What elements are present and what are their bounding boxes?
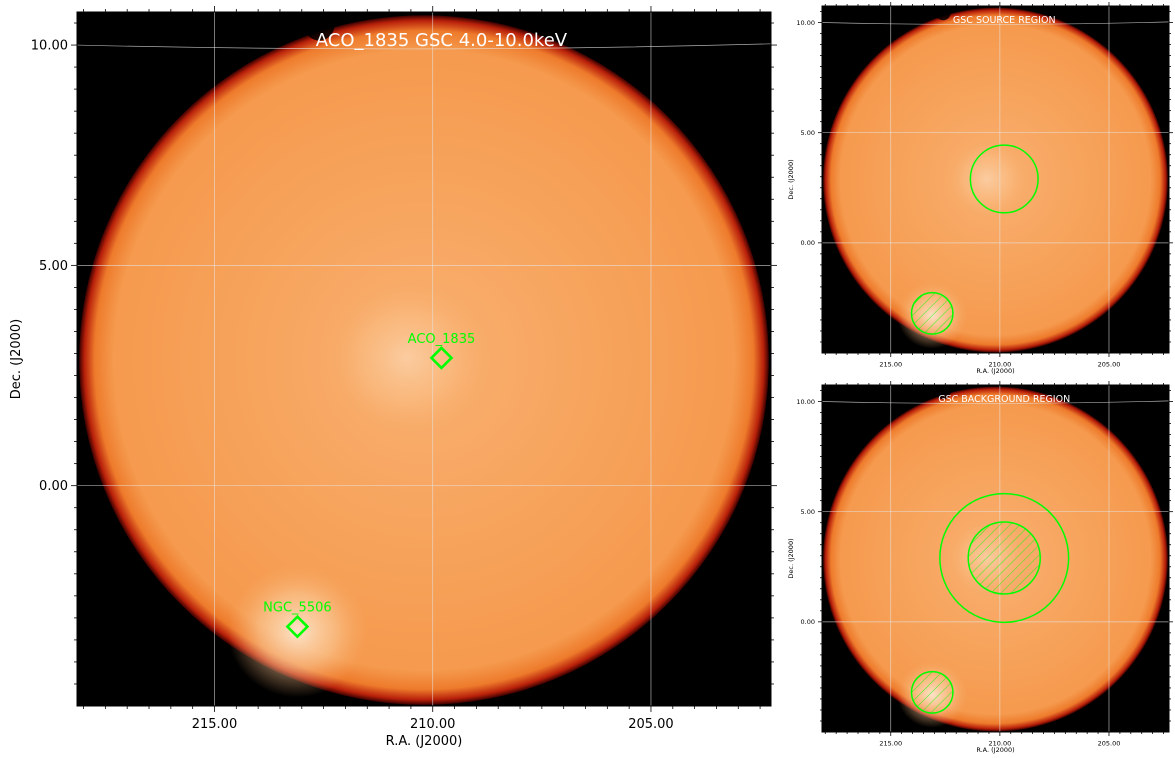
x-tick-label: 205.00 xyxy=(628,717,674,732)
y-tick-label: 10.00 xyxy=(796,398,815,406)
plot-area xyxy=(822,6,1169,353)
y-axis-label: Dec. (J2000) xyxy=(9,319,24,399)
grid-line-dec xyxy=(822,21,1169,25)
source-region-panel: GSC SOURCE REGION 215.00 210.00 205.00 0.00 5… xyxy=(787,2,1173,375)
x-axis-label: R.A. (J2000) xyxy=(386,734,463,749)
x-tick-label: 205.00 xyxy=(1098,361,1121,369)
bright-spot xyxy=(945,139,1029,219)
region-excluded xyxy=(910,670,954,714)
grid xyxy=(822,6,1169,353)
y-tick-label: 0.00 xyxy=(801,618,815,626)
axes: 215.00 210.00 205.00 0.00 5.00 10.00 R.A. (J20… xyxy=(787,2,1173,375)
plot-area xyxy=(822,385,1169,732)
x-axis-label: R.A. (J2000) xyxy=(976,367,1014,375)
grid-line-dec xyxy=(77,43,771,50)
y-tick-label: 5.00 xyxy=(39,259,68,274)
source-marker xyxy=(429,346,454,370)
background-region-panel: GSC BACKGROUND REGION 215.00 210.00 205.00 0… xyxy=(787,381,1173,754)
x-tick-label: 215.00 xyxy=(879,361,902,369)
main-panel: ACO_1835 NGC_5506 ACO_1835 GSC 4.0-10.0keV… xyxy=(9,6,777,749)
x-tick-label: 210.00 xyxy=(410,717,456,732)
x-tick-label: 205.00 xyxy=(1098,740,1121,748)
y-axis-label: Dec. (J2000) xyxy=(787,159,795,199)
x-tick-label: 215.00 xyxy=(879,740,902,748)
region-excluded xyxy=(967,521,1041,595)
axes: 215.00 210.00 205.00 0.00 5.00 10.00 R.A. (J20… xyxy=(787,381,1173,754)
axes-frame xyxy=(821,384,1170,733)
region-excluded xyxy=(910,291,954,335)
detector-notch xyxy=(935,6,951,21)
panel-title: GSC SOURCE REGION xyxy=(953,15,1056,26)
region-source xyxy=(969,144,1039,214)
y-tick-label: 5.00 xyxy=(801,508,815,516)
source-marker-label: NGC_5506 xyxy=(263,601,331,616)
plot-area: ACO_1835 NGC_5506 xyxy=(77,12,771,706)
grid-line-dec xyxy=(822,400,1169,404)
x-tick-label: 215.00 xyxy=(192,717,238,732)
x-tick-label: 210.00 xyxy=(988,740,1011,748)
y-axis-label: Dec. (J2000) xyxy=(787,538,795,578)
bright-spot xyxy=(323,279,490,437)
source-marker-label: ACO_1835 xyxy=(408,332,476,347)
panel-title: GSC BACKGROUND REGION xyxy=(938,394,1070,405)
axes: 215.00 210.00 205.00 0.00 5.00 10.00 R.A. (J20… xyxy=(9,6,777,749)
y-tick-label: 10.00 xyxy=(796,19,815,27)
detector-notch xyxy=(303,12,335,41)
region-background-annulus-outer xyxy=(939,492,1070,624)
axes-frame xyxy=(76,11,772,707)
ticks xyxy=(818,2,1173,357)
grid xyxy=(77,12,771,706)
x-axis-label: R.A. (J2000) xyxy=(976,746,1014,754)
y-tick-label: 5.00 xyxy=(801,129,815,137)
x-tick-label: 210.00 xyxy=(988,361,1011,369)
y-tick-label: 0.00 xyxy=(39,479,68,494)
ticks xyxy=(818,381,1173,736)
axes-frame xyxy=(821,5,1170,354)
y-tick-label: 10.00 xyxy=(31,39,68,54)
y-tick-label: 0.00 xyxy=(801,239,815,247)
ticks xyxy=(71,6,777,712)
panel-title: ACO_1835 GSC 4.0-10.0keV xyxy=(316,30,568,51)
source-marker xyxy=(285,614,310,639)
bright-spot xyxy=(227,564,368,698)
detector-notch xyxy=(935,385,951,400)
